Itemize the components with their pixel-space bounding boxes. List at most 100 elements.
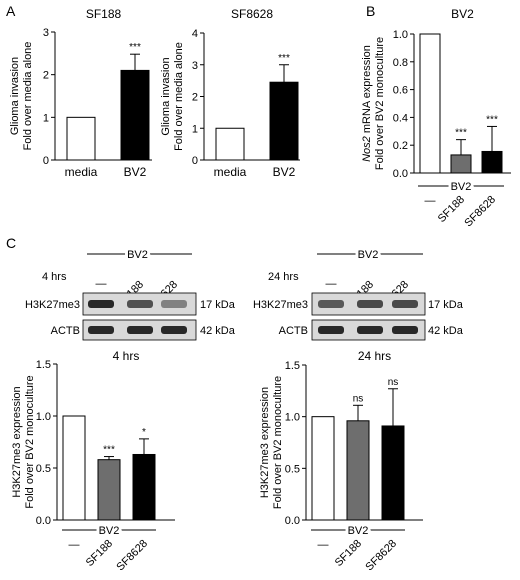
y-axis-label-line2: Fold over media alone [22,42,34,151]
y-tick-label: 0 [192,155,198,167]
y-tick-label: 0.0 [393,168,408,180]
y-tick-label: 1.5 [36,359,51,371]
y-tick-label: 1.0 [36,411,51,423]
group-label: BV2 [348,525,369,537]
significance-marker: * [142,427,146,438]
category-label: SF188 [333,538,364,569]
y-tick-label: 0 [43,155,49,167]
blot-kda-label: 42 kDa [428,325,464,337]
bar-3 [381,425,405,521]
y-tick-label: 4 [192,28,198,40]
bar-2 [120,69,150,161]
blot-band [88,326,114,334]
y-tick-label: 2 [43,70,49,82]
y-tick-label: 3 [43,27,49,39]
chart-title: SF8628 [231,7,273,21]
panel-label-a: A [6,3,16,19]
chart-h3k27me3-24hrs: 24 hrs 0.0 0.5 1.0 1.5 H3K27me3 expression Fol… [259,349,423,573]
bar-2 [346,420,370,521]
blot-time-label: 24 hrs [268,271,299,283]
significance-marker: ns [388,377,399,388]
y-axis-label-line2: Fold over BV2 monoculture [374,37,386,170]
blot-band [318,326,344,334]
category-label: BV2 [273,165,296,179]
y-tick-label: 1.5 [285,360,300,372]
y-tick-label: 0.8 [393,57,408,69]
y-axis-label-line1: Glioma invasion [160,57,172,135]
y-tick-label: 2 [192,92,198,104]
blot-band [127,300,153,308]
y-axis-label-line1: H3K27me3 expression [11,386,23,497]
blot-row-label: ACTB [279,325,308,337]
group-label: BV2 [99,525,120,537]
category-label: SF8628 [363,538,399,574]
category-label: — [69,539,80,551]
y-tick-label: 0.6 [393,85,408,97]
significance-marker: *** [129,42,141,53]
bar-2 [97,459,121,521]
blot-row-label: ACTB [51,325,80,337]
y-axis-label-line2: Fold over BV2 monoculture [272,376,284,509]
chart-nos2-expression: BV2 0.0 0.2 0.4 0.6 0.8 1.0 Nos2 mRNA expressio… [361,7,511,229]
y-tick-label: 0.5 [285,463,300,475]
bar-1 [419,33,441,174]
y-axis-label-line2: Fold over BV2 monoculture [24,375,36,508]
blot-band [161,300,187,308]
blot-band [392,300,418,308]
blot-band [318,300,344,308]
chart-invasion-sf8628: SF8628 0 1 2 3 4 Glioma invasion Fold over medi… [160,7,300,179]
category-label: media [65,165,98,179]
y-axis-label-gene: Nos2 [361,136,373,162]
y-tick-label: 0.4 [393,112,408,124]
y-tick-label: 0.5 [36,463,51,475]
bar-1 [215,127,245,161]
category-label: — [425,195,436,207]
bar-1 [311,416,335,521]
blot-band [392,326,418,334]
blot-band [127,326,153,334]
bar-3 [132,453,156,521]
category-label: media [214,165,247,179]
blot-band [161,326,187,334]
y-tick-label: 0.0 [36,515,51,527]
lane-label: — [326,278,337,290]
y-tick-label: 0.2 [393,140,408,152]
significance-marker: *** [278,53,290,64]
significance-marker: *** [103,445,115,456]
panel-label-b: B [366,3,375,19]
chart-h3k27me3-4hrs: 4 hrs 0.0 0.5 1.0 1.5 H3K27me3 expression Fold… [11,349,175,573]
blot-kda-label: 17 kDa [428,299,464,311]
significance-marker: *** [455,128,467,139]
category-label: SF188 [84,538,115,569]
y-axis-label-line1: H3K27me3 expression [259,387,271,498]
category-label: SF8628 [114,538,150,574]
chart-title: 24 hrs [358,349,391,363]
significance-marker: ns [353,393,364,404]
blot-kda-label: 17 kDa [200,299,236,311]
group-label: BV2 [451,181,472,193]
blot-row-label: H3K27me3 [25,299,80,311]
y-axis-label-line2: Fold over media alone [173,42,185,151]
y-axis-label-line1: Glioma invasion [9,57,21,135]
y-axis-label-text: mRNA expression [361,45,373,136]
bar-3 [481,150,503,174]
blot-band [357,326,383,334]
chart-title: BV2 [451,7,474,21]
bar-1 [62,415,86,521]
bar-2 [269,81,299,161]
chart-invasion-sf188: SF188 0 1 2 3 Glioma invasion Fold over media … [9,7,152,179]
category-label: SF8628 [462,194,498,230]
panel-label-c: C [6,235,16,251]
y-axis-label: Nos2 mRNA expression [361,45,373,162]
chart-title: SF188 [86,7,122,21]
chart-title: 4 hrs [113,349,140,363]
category-label: BV2 [124,165,147,179]
y-tick-label: 0.0 [285,515,300,527]
y-tick-label: 3 [192,60,198,72]
blot-row-label: H3K27me3 [253,299,308,311]
blot-time-label: 4 hrs [42,271,67,283]
significance-marker: *** [486,114,498,125]
